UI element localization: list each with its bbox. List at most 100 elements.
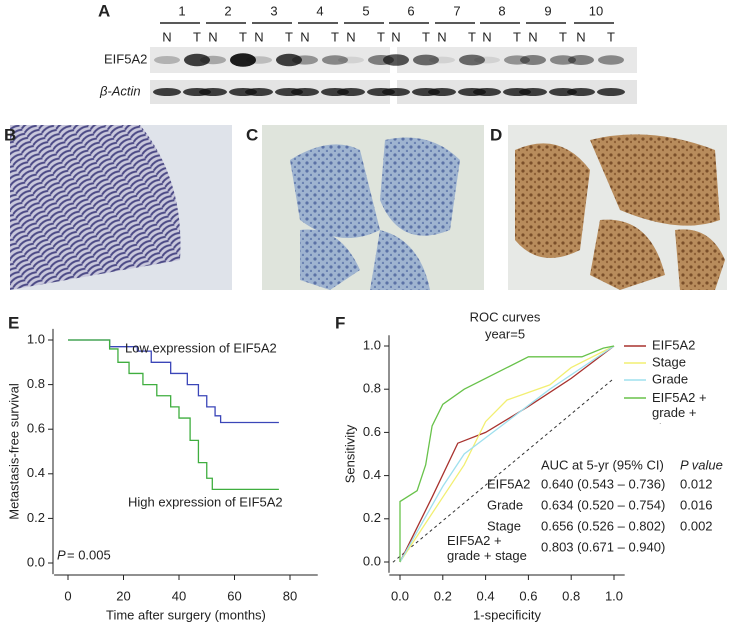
band: [276, 53, 302, 67]
y-tick-label: 0.2: [27, 510, 45, 525]
legend-label: EIF5A2 + grade + stage: [652, 390, 707, 424]
sample-type: T: [559, 29, 567, 44]
band: [291, 88, 319, 96]
band: [154, 56, 180, 64]
lane-number: 5: [362, 3, 369, 18]
panel-label: F: [335, 313, 345, 332]
band: [200, 55, 226, 65]
row-label: β-Actin: [99, 83, 141, 98]
sample-type: N: [300, 29, 309, 44]
tissue-d: [515, 134, 725, 290]
lane-number: 2: [224, 3, 231, 18]
x-tick-label: 0.4: [477, 588, 495, 603]
series-line: [68, 339, 279, 491]
band: [184, 53, 210, 67]
p-value: = 0.005: [67, 547, 111, 562]
series-line: [399, 345, 615, 563]
band: [246, 56, 272, 64]
band: [413, 54, 439, 66]
legend-label: Grade: [652, 371, 688, 386]
sample-type: N: [162, 29, 171, 44]
sample-type: T: [422, 29, 430, 44]
sample-type: N: [208, 29, 217, 44]
y-tick-label: 0.8: [363, 381, 381, 396]
band: [520, 55, 546, 65]
y-tick-label: 0.6: [363, 424, 381, 439]
band: [550, 55, 576, 65]
x-tick-label: 0.0: [391, 588, 409, 603]
series-line: [68, 339, 279, 424]
x-tick-label: 1.0: [605, 588, 623, 603]
y-tick-label: 0.4: [363, 467, 381, 482]
series-line: [399, 345, 615, 563]
table-header: AUC at 5-yr (95% CI): [541, 457, 664, 472]
x-tick-label: 0: [64, 588, 71, 603]
panel-label: D: [490, 125, 502, 144]
table-auc: 0.803 (0.671 – 0.940): [541, 539, 665, 554]
x-tick-label: 0.8: [562, 588, 580, 603]
y-tick-label: 0.2: [363, 510, 381, 525]
table-p: 0.002: [680, 518, 713, 533]
sample-type: N: [576, 29, 585, 44]
band: [568, 55, 594, 65]
band: [153, 88, 181, 96]
annotation: High expression of EIF5A2: [128, 494, 283, 509]
band: [383, 54, 409, 66]
sample-type: T: [285, 29, 293, 44]
sample-type: T: [377, 29, 385, 44]
sample-type: T: [331, 29, 339, 44]
band: [322, 55, 348, 65]
x-tick-label: 0.2: [434, 588, 452, 603]
y-tick-label: 0.6: [27, 421, 45, 436]
table-p: 0.016: [680, 497, 713, 512]
band: [230, 53, 256, 67]
lane-number: 1: [178, 3, 185, 18]
band: [597, 88, 625, 96]
legend-label-text: EIF5A2 + grade + stage: [652, 390, 707, 424]
table-header: P value: [680, 457, 723, 472]
table-row-label: EIF5A2 + grade + stage: [447, 533, 527, 563]
sample-type: T: [239, 29, 247, 44]
band: [292, 55, 318, 65]
sample-type: N: [437, 29, 446, 44]
band: [459, 54, 485, 66]
legend-label: EIF5A2: [652, 337, 695, 352]
x-tick-label: 20: [116, 588, 130, 603]
band: [429, 56, 455, 64]
panel-label: C: [246, 125, 258, 144]
sample-type: T: [513, 29, 521, 44]
y-tick-label: 0.0: [363, 553, 381, 568]
band: [428, 88, 456, 96]
x-tick-label: 80: [283, 588, 297, 603]
x-tick-label: 60: [227, 588, 241, 603]
x-axis-label: Time after surgery (months): [106, 607, 266, 622]
lane-number: 8: [498, 3, 505, 18]
x-axis-label: 1-specificity: [473, 607, 541, 622]
lane-number: 4: [316, 3, 323, 18]
lane-number: 10: [589, 3, 603, 18]
tissue-c: [290, 137, 460, 290]
sample-type: N: [346, 29, 355, 44]
panel-label: B: [4, 125, 16, 144]
y-tick-label: 1.0: [363, 337, 381, 352]
sample-type: T: [607, 29, 615, 44]
y-axis-label: Metastasis-free survival: [6, 383, 21, 520]
band: [567, 88, 595, 96]
band: [199, 88, 227, 96]
chart-title: ROC curves: [470, 309, 541, 324]
table-row-label: EIF5A2: [487, 476, 530, 491]
x-tick-label: 0.6: [519, 588, 537, 603]
table-row-label-text: EIF5A2 + grade + stage: [447, 533, 527, 563]
table-auc: 0.656 (0.526 – 0.802): [541, 518, 665, 533]
legend-label: Stage: [652, 354, 686, 369]
table-auc: 0.634 (0.520 – 0.754): [541, 497, 665, 512]
annotation: Low expression of EIF5A2: [125, 340, 277, 355]
sample-type: N: [528, 29, 537, 44]
band: [473, 88, 501, 96]
table-row-label: Grade: [487, 497, 523, 512]
lane-number: 6: [407, 3, 414, 18]
band: [338, 56, 364, 64]
band: [382, 88, 410, 96]
